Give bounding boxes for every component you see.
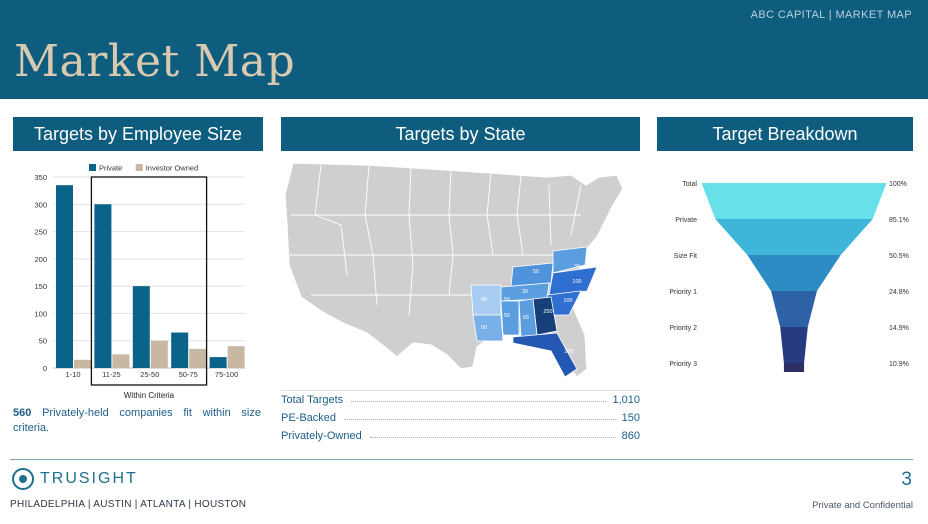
bar-investor-owned xyxy=(150,340,168,368)
target-breakdown-funnel: Total 100% Private 85.1% Size Fit 50.5% Priori… xyxy=(669,181,909,372)
bar-investor-owned xyxy=(112,354,130,368)
x-tick-label: 75-100 xyxy=(215,370,238,379)
criteria-label: Within Criteria xyxy=(124,391,175,400)
y-tick-label: 200 xyxy=(34,255,47,264)
funnel-stage-label: Size Fit xyxy=(674,253,697,260)
state-value-label: 65 xyxy=(523,315,529,321)
brand-logo: TRUSIGHT xyxy=(12,468,138,490)
summary-label: PE-Backed xyxy=(281,412,341,424)
funnel-stage xyxy=(771,291,817,327)
x-tick-label: 50-75 xyxy=(179,370,198,379)
page-title: Market Map xyxy=(14,36,296,87)
state-value-label: 50 xyxy=(504,297,510,303)
funnel-stage xyxy=(783,363,805,372)
summary-row-private: Privately-Owned 860 xyxy=(281,427,640,445)
bar-investor-owned xyxy=(227,346,245,368)
targets-summary: Total Targets 1,010 PE-Backed 150 Privatel… xyxy=(281,390,640,445)
state-value-label: 100 xyxy=(563,298,572,304)
trusight-logo-icon xyxy=(12,468,34,490)
funnel-stage xyxy=(780,327,808,363)
breadcrumb: ABC CAPITAL | MARKET MAP xyxy=(750,9,912,21)
summary-row-total: Total Targets 1,010 xyxy=(281,391,640,409)
bar-private xyxy=(56,185,73,368)
x-tick-label: 25-50 xyxy=(140,370,159,379)
bar-private xyxy=(209,357,227,368)
funnel-percent-label: 50.5% xyxy=(889,253,909,260)
us-states-map: 30 50 100 30 40 50 100 250 50 65 200 50 xyxy=(284,162,624,378)
panel-title-state: Targets by State xyxy=(281,117,640,151)
summary-label: Privately-Owned xyxy=(281,430,366,442)
panel-title-employee-size: Targets by Employee Size xyxy=(13,117,263,151)
state-value-label: 40 xyxy=(481,297,487,303)
summary-value: 150 xyxy=(619,412,640,424)
y-tick-label: 250 xyxy=(34,228,47,237)
leader-dots xyxy=(369,436,616,438)
y-tick-label: 350 xyxy=(34,173,47,182)
legend-label: Private xyxy=(99,164,122,173)
summary-label: Total Targets xyxy=(281,394,348,406)
funnel-stage-label: Total xyxy=(682,181,697,188)
bar-investor-owned xyxy=(74,359,91,368)
leader-dots xyxy=(351,400,607,402)
leader-dots xyxy=(344,418,616,420)
state-value-label: 50 xyxy=(504,313,510,319)
funnel-percent-label: 14.9% xyxy=(889,325,909,332)
confidential-note: Private and Confidential xyxy=(812,500,913,511)
bar-private xyxy=(94,204,112,368)
brand-name: TRUSIGHT xyxy=(40,470,138,487)
state-value-label: 30 xyxy=(574,264,580,270)
funnel-percent-label: 85.1% xyxy=(889,217,909,224)
y-tick-label: 300 xyxy=(34,200,47,209)
legend-label: Investor Owned xyxy=(146,164,199,173)
state-value-label: 50 xyxy=(481,325,487,331)
state-value-label: 200 xyxy=(564,349,573,355)
page-number: 3 xyxy=(901,469,912,490)
state-value-label: 250 xyxy=(543,309,552,315)
header-bar: ABC CAPITAL | MARKET MAP Market Map xyxy=(0,0,928,99)
office-cities: PHILADELPHIA | AUSTIN | ATLANTA | HOUSTO… xyxy=(10,499,247,510)
footnote-text: Privately-held companies fit within size… xyxy=(13,407,261,434)
bar-private xyxy=(171,332,189,368)
funnel-stage-label: Private xyxy=(675,217,697,224)
funnel-stage-label: Priority 1 xyxy=(669,289,697,296)
x-tick-label: 11-25 xyxy=(102,370,121,379)
state-borders xyxy=(289,164,582,316)
summary-row-pe-backed: PE-Backed 150 xyxy=(281,409,640,427)
state-value-label: 100 xyxy=(572,279,581,285)
legend-swatch xyxy=(135,164,143,171)
summary-rule xyxy=(281,390,640,391)
funnel-stage-label: Priority 2 xyxy=(669,325,697,332)
x-tick-label: 1-10 xyxy=(65,370,80,379)
funnel-stage xyxy=(715,219,873,255)
funnel-percent-label: 10.9% xyxy=(889,361,909,368)
state-north-carolina xyxy=(548,266,598,296)
summary-value: 860 xyxy=(619,430,640,442)
funnel-percent-label: 100% xyxy=(889,181,907,188)
y-tick-label: 50 xyxy=(39,337,47,346)
footnote-count: 560 xyxy=(13,407,32,419)
state-mississippi xyxy=(500,300,520,336)
y-tick-label: 0 xyxy=(43,364,47,373)
employee-size-footnote: 560 Privately-held companies fit within … xyxy=(13,406,261,436)
criteria-highlight-box xyxy=(90,176,208,386)
state-value-label: 50 xyxy=(533,269,539,275)
footer-divider xyxy=(10,459,913,460)
funnel-stage xyxy=(747,255,841,291)
legend-swatch xyxy=(89,164,96,171)
bar-private xyxy=(132,286,150,368)
state-value-label: 30 xyxy=(522,289,528,295)
state-florida xyxy=(512,332,578,378)
y-tick-label: 150 xyxy=(34,282,47,291)
summary-value: 1,010 xyxy=(610,394,640,406)
bar-investor-owned xyxy=(189,348,207,368)
funnel-stage-label: Priority 3 xyxy=(669,361,697,368)
funnel-stage xyxy=(701,183,887,219)
state-louisiana xyxy=(472,314,504,342)
panel-title-breakdown: Target Breakdown xyxy=(657,117,913,151)
funnel-percent-label: 24.8% xyxy=(889,289,909,296)
employee-size-bar-chart: 0 50 100 150 200 250 300 350 1-10 11-25 25-50 50-75… xyxy=(34,164,245,400)
y-tick-label: 100 xyxy=(34,309,47,318)
